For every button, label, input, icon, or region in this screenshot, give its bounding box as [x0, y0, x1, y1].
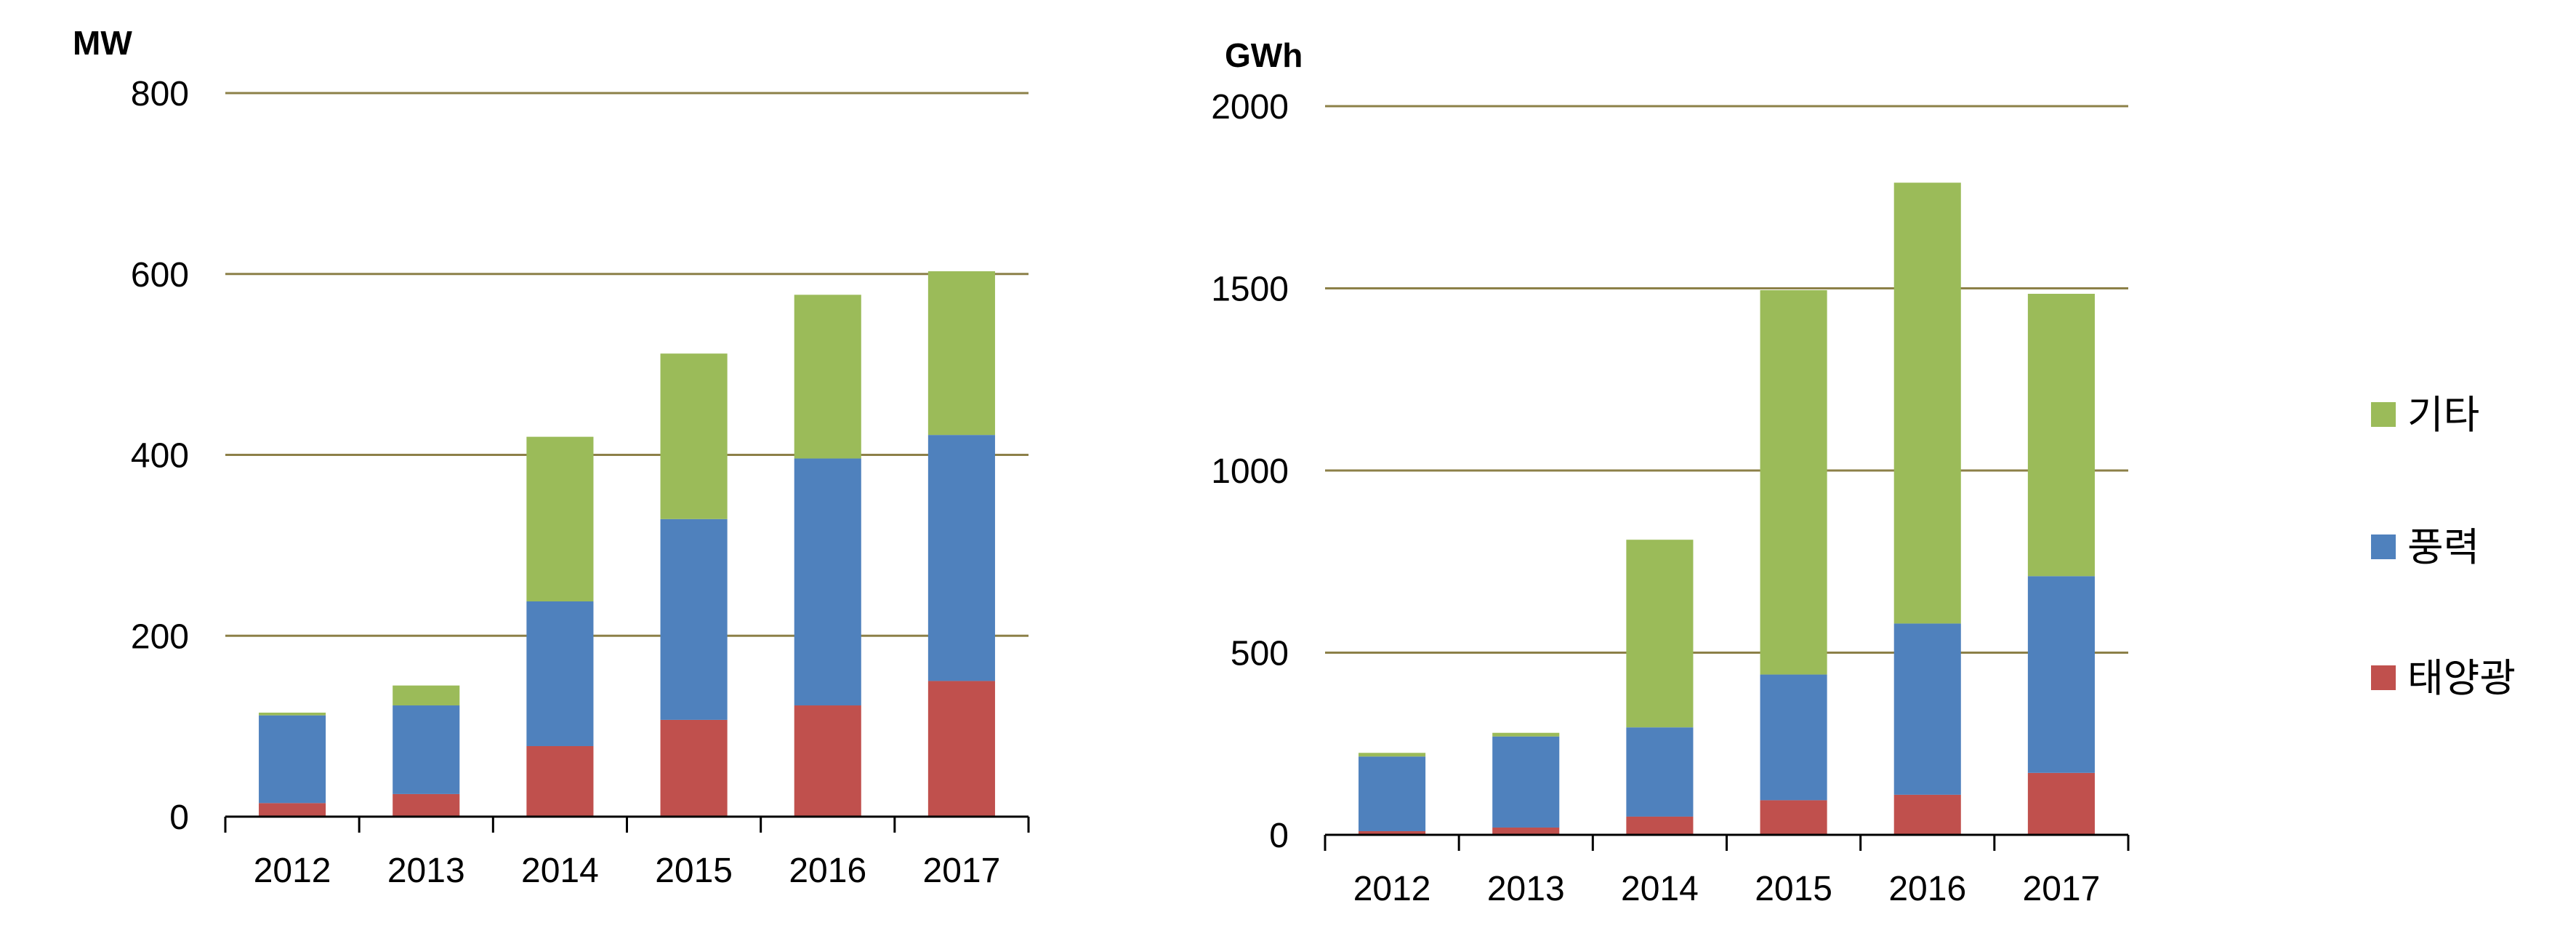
y-tick-label: 0 [169, 798, 189, 837]
y-tick-label: 1500 [1211, 271, 1289, 309]
legend-swatch-other [2371, 402, 2396, 427]
legend-label-wind: 풍력 [2407, 526, 2479, 569]
x-tick-label: 2012 [254, 852, 331, 890]
bar-wind-2012 [259, 715, 326, 804]
bar-other-2016 [794, 295, 861, 459]
bar-wind-2016 [1893, 623, 1961, 795]
y-tick-label: 1000 [1211, 452, 1289, 491]
bar-other-2013 [1492, 732, 1560, 737]
legend-label-other: 기타 [2407, 393, 2479, 437]
x-tick-label: 2017 [923, 852, 1001, 890]
bar-other-2015 [1760, 290, 1827, 675]
bar-wind-2017 [927, 435, 995, 681]
bar-solar-2015 [1760, 800, 1827, 835]
x-tick-label: 2013 [387, 852, 465, 890]
bar-other-2014 [526, 436, 594, 601]
right-chart-gwh: 0 500 1000 1500 2000 GWh 2012 2013 2014 2015 2016 2… [1211, 36, 2130, 908]
legend-label-solar: 태양광 [2407, 657, 2516, 700]
x-tick-label: 2014 [521, 852, 599, 890]
x-tick-label: 2016 [789, 852, 866, 890]
bar-other-2016 [1893, 183, 1961, 624]
y-tick-label: 400 [131, 437, 189, 476]
bar-wind-2017 [2027, 576, 2095, 773]
y-axis-unit-label: MW [73, 24, 132, 62]
bar-solar-2013 [1492, 827, 1560, 835]
y-axis-unit-label: GWh [1225, 36, 1303, 74]
bar-solar-2015 [660, 719, 728, 817]
bar-wind-2015 [660, 518, 728, 720]
bar-solar-2012 [259, 803, 326, 817]
x-tick-label: 2017 [2023, 870, 2101, 908]
bar-other-2017 [2027, 294, 2095, 577]
bar-wind-2016 [794, 458, 861, 706]
x-tick-label: 2015 [1755, 870, 1832, 908]
bar-wind-2015 [1760, 674, 1827, 801]
bar-solar-2014 [526, 745, 594, 817]
x-tick-label: 2012 [1353, 870, 1431, 908]
bar-solar-2016 [794, 705, 861, 817]
bar-other-2014 [1626, 540, 1694, 728]
y-tick-label: 600 [131, 256, 189, 295]
x-tick-label: 2013 [1487, 870, 1565, 908]
x-tick-label: 2016 [1888, 870, 1966, 908]
bar-wind-2013 [393, 705, 460, 794]
y-tick-label: 200 [131, 617, 189, 656]
bar-solar-2017 [927, 681, 995, 817]
bar-wind-2012 [1359, 756, 1426, 831]
bar-other-2013 [393, 685, 460, 706]
bar-other-2017 [927, 271, 995, 436]
y-tick-label: 500 [1231, 635, 1289, 673]
bar-solar-2017 [2027, 772, 2095, 835]
y-tick-label: 0 [1269, 817, 1289, 855]
bar-wind-2013 [1492, 736, 1560, 828]
x-tick-label: 2015 [655, 852, 733, 890]
x-tick-label: 2014 [1621, 870, 1699, 908]
legend-swatch-wind [2371, 534, 2396, 559]
bar-wind-2014 [526, 601, 594, 746]
bar-solar-2016 [1893, 794, 1961, 835]
y-tick-label: 2000 [1211, 88, 1289, 127]
bar-solar-2014 [1626, 816, 1694, 835]
bar-solar-2013 [393, 793, 460, 817]
bar-other-2012 [1359, 753, 1426, 757]
bar-wind-2014 [1626, 727, 1694, 817]
legend-swatch-solar [2371, 665, 2396, 690]
bar-solar-2012 [1359, 830, 1426, 835]
bar-other-2015 [660, 353, 728, 519]
y-tick-label: 800 [131, 75, 189, 113]
left-chart-mw: 0 200 400 600 800 MW 2012 2013 2014 2015 2016 2017 [73, 24, 1030, 890]
bar-other-2012 [259, 712, 326, 716]
